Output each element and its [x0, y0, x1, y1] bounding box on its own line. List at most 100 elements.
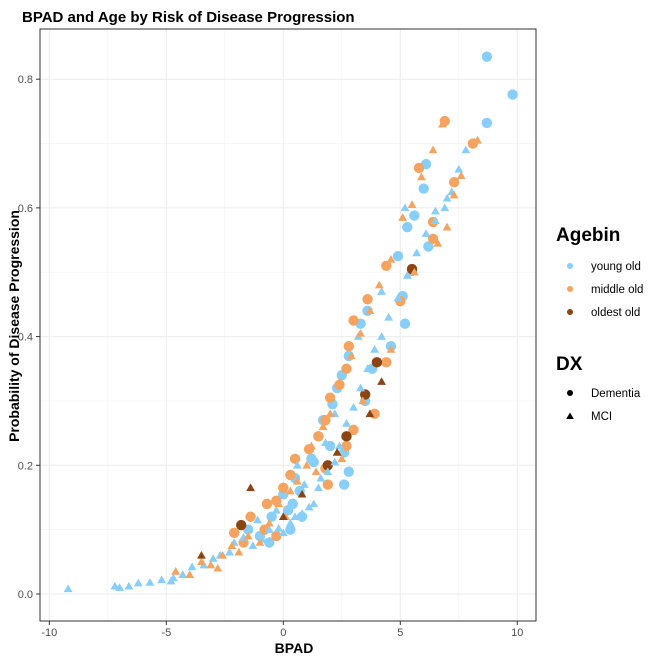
point-oldest-old-mci	[297, 489, 307, 498]
point-young-old-mci	[309, 499, 319, 508]
point-middle-old-dementia	[348, 424, 359, 436]
point-young-old-mci	[402, 271, 412, 279]
y-tick-label: 0.0	[18, 589, 33, 601]
point-middle-old-mci	[218, 550, 227, 559]
point-middle-old-mci	[234, 547, 244, 556]
point-young-old-mci	[421, 229, 431, 237]
point-middle-old-mci	[433, 238, 443, 247]
point-middle-old-mci	[438, 119, 447, 128]
point-middle-old-dementia	[413, 162, 425, 174]
point-young-old-dementia	[306, 453, 317, 465]
point-young-old-dementia	[402, 221, 413, 233]
point-middle-old-mci	[386, 254, 396, 263]
point-middle-old-mci	[227, 541, 237, 550]
point-young-old-mci	[335, 441, 344, 450]
point-young-old-mci	[356, 383, 365, 392]
x-axis-title: BPAD	[275, 640, 314, 656]
chart-title: BPAD and Age by Risk of Disease Progress…	[22, 9, 355, 26]
plot-panel	[40, 29, 536, 621]
point-young-old-dementia	[409, 210, 420, 221]
point-middle-old-dementia	[289, 453, 301, 465]
point-young-old-mci	[314, 483, 323, 492]
point-middle-old-mci	[285, 486, 295, 495]
y-tick-label: 0.8	[18, 74, 33, 86]
point-young-old-mci	[377, 332, 386, 340]
point-young-old-dementia	[481, 51, 493, 62]
point-middle-old-dementia	[245, 511, 256, 522]
point-oldest-old-mci	[197, 550, 206, 559]
point-middle-old-mci	[386, 345, 396, 353]
point-middle-old-mci	[264, 518, 274, 527]
legend-oldest-old-label: oldest old	[591, 307, 640, 319]
point-young-old-mci	[264, 525, 274, 533]
y-axis-title: Probability of Disease Progression	[6, 210, 22, 442]
point-oldest-old-dementia	[371, 357, 383, 368]
point-young-old-mci	[316, 473, 326, 482]
point-young-old-dementia	[392, 250, 404, 262]
point-young-old-mci	[208, 554, 218, 562]
point-middle-old-mci	[356, 328, 365, 337]
point-middle-old-mci	[365, 306, 375, 315]
point-middle-old-mci	[292, 476, 302, 485]
point-young-old-mci	[330, 457, 340, 466]
point-young-old-dementia	[264, 537, 275, 548]
point-middle-old-dementia	[278, 482, 289, 493]
point-middle-old-dementia	[322, 479, 333, 490]
point-middle-old-mci	[416, 172, 426, 181]
legend-mci-label: MCI	[591, 411, 612, 423]
point-middle-old-mci	[274, 499, 284, 508]
point-young-old-mci	[157, 575, 167, 584]
point-young-old-mci	[321, 438, 330, 447]
point-oldest-old-mci	[365, 409, 375, 418]
legend-young-old-key	[567, 263, 573, 269]
point-young-old-mci	[393, 293, 403, 302]
point-young-old-mci	[271, 505, 281, 514]
legend-dementia-label: Dementia	[591, 388, 641, 400]
point-middle-old-mci	[318, 422, 328, 430]
point-young-old-mci	[430, 206, 440, 215]
point-oldest-old-dementia	[341, 431, 352, 442]
point-young-old-mci	[248, 541, 258, 550]
point-young-old-mci	[124, 581, 134, 590]
point-middle-old-dementia	[341, 363, 352, 374]
point-middle-old-mci	[206, 560, 216, 569]
point-oldest-old-mci	[377, 377, 386, 385]
y-tick-label: 0.4	[18, 332, 33, 344]
point-middle-old-mci	[456, 171, 466, 180]
point-middle-old-dementia	[348, 315, 359, 326]
point-young-old-mci	[253, 515, 262, 524]
point-young-old-mci	[442, 193, 452, 202]
point-middle-old-mci	[346, 351, 356, 360]
point-middle-old-dementia	[427, 233, 439, 244]
legend-dementia-key	[567, 390, 573, 396]
point-middle-old-mci	[473, 135, 482, 144]
point-young-old-mci	[323, 467, 333, 476]
point-young-old-mci	[440, 203, 450, 212]
point-young-old-mci	[290, 512, 300, 521]
x-tick-label: -5	[161, 627, 171, 639]
point-middle-old-mci	[171, 567, 181, 575]
point-oldest-old-mci	[332, 448, 342, 456]
point-middle-old-dementia	[261, 498, 273, 510]
y-tick-label: 0.6	[18, 203, 33, 215]
legend-mci-key	[566, 412, 574, 419]
point-middle-old-mci	[337, 454, 347, 463]
point-middle-old-mci	[311, 467, 321, 476]
point-middle-old-mci	[449, 190, 459, 199]
legend-agebin: Agebin young old middle old oldest old	[556, 225, 643, 319]
point-middle-old-mci	[407, 200, 417, 208]
point-young-old-mci	[304, 502, 314, 511]
legend-young-old-label: young old	[591, 261, 641, 273]
y-tick-label: 0.2	[18, 460, 33, 472]
point-young-old-mci	[63, 584, 73, 593]
point-middle-old-mci	[243, 531, 253, 540]
x-tick-label: 10	[511, 627, 523, 639]
legend-oldest-old-key	[567, 309, 573, 315]
point-young-old-mci	[430, 216, 440, 225]
point-young-old-mci	[363, 364, 372, 373]
point-middle-old-dementia	[448, 176, 460, 188]
legend-dx-title: DX	[556, 354, 583, 375]
point-middle-old-mci	[255, 538, 265, 546]
point-young-old-mci	[400, 203, 410, 212]
